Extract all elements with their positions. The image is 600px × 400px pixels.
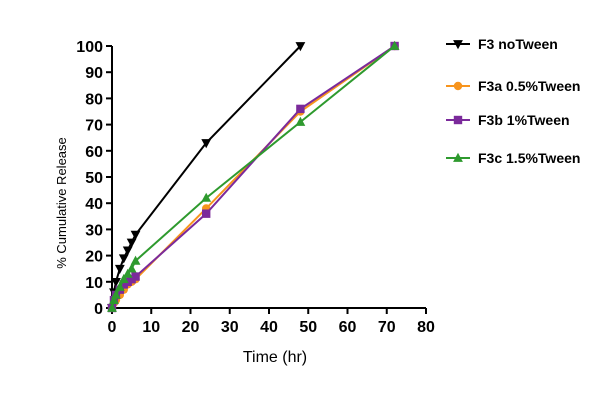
data-point [296, 104, 305, 114]
legend-item: F3b 1%Tween [446, 112, 570, 128]
data-point [122, 268, 133, 278]
x-tick-label: 50 [299, 319, 317, 336]
series-4 [107, 40, 400, 312]
y-tick-label: 90 [85, 65, 103, 82]
y-tick-label: 50 [85, 170, 103, 187]
y-tick-label: 80 [85, 91, 103, 108]
x-tick-label: 80 [417, 319, 435, 336]
series-layer [107, 40, 400, 314]
data-point [126, 238, 137, 248]
legend-marker [453, 81, 463, 91]
data-point [126, 263, 137, 273]
legend-label: F3a 0.5%Tween [478, 78, 580, 94]
legend-marker [453, 40, 463, 50]
legend-label: F3 noTween [478, 36, 558, 52]
x-tick-label: 60 [339, 319, 357, 336]
legend-label: F3c 1.5%Tween [478, 150, 580, 166]
axes: 0 10 20 30 40 50 60 70 80 0 10 20 30 40 50 60 70 80 90 100 [76, 39, 435, 336]
series-line [111, 45, 396, 309]
x-tick-label: 0 [108, 319, 117, 336]
data-point [295, 116, 306, 126]
x-tick-label: 40 [260, 319, 278, 336]
y-tick-label: 0 [94, 301, 103, 318]
x-tick-label: 10 [142, 319, 160, 336]
data-point [202, 209, 211, 218]
legend-item: F3a 0.5%Tween [446, 78, 580, 94]
data-point [107, 302, 117, 312]
x-tick-label: 20 [182, 319, 200, 336]
data-point [122, 246, 133, 256]
legend-label: F3b 1%Tween [478, 112, 570, 128]
series-line [111, 45, 396, 309]
y-tick-label: 60 [85, 144, 103, 161]
series-line [111, 45, 302, 309]
legend: F3 noTween F3a 0.5%Tween F3b 1%Tween F3c 1.… [446, 36, 580, 166]
data-point [295, 42, 306, 52]
y-tick-label: 30 [85, 222, 103, 239]
y-tick-label: 10 [85, 275, 103, 292]
data-point [109, 294, 119, 304]
legend-marker [453, 152, 463, 162]
y-tick-label: 40 [85, 196, 103, 213]
y-tick-label: 70 [85, 118, 103, 135]
legend-item: F3 noTween [446, 36, 558, 52]
legend-item: F3c 1.5%Tween [446, 150, 580, 166]
data-point [118, 254, 129, 264]
data-point [111, 277, 121, 288]
data-point [111, 289, 121, 299]
y-axis-title: % Cumulative Release [54, 137, 69, 269]
x-tick-label: 70 [378, 319, 396, 336]
data-point [130, 230, 141, 240]
series-line [111, 45, 396, 309]
data-point [118, 273, 129, 284]
data-point [201, 139, 212, 149]
legend-marker [453, 115, 463, 125]
data-point [114, 264, 125, 274]
series-2 [107, 41, 399, 313]
data-point [131, 272, 140, 281]
y-tick-label: 100 [76, 39, 103, 56]
y-tick-label: 20 [85, 249, 103, 266]
x-axis-title: Time (hr) [243, 349, 307, 366]
series-3 [107, 41, 399, 313]
data-point [130, 255, 141, 265]
data-point [389, 40, 400, 50]
data-point [114, 281, 125, 291]
x-tick-label: 30 [221, 319, 239, 336]
data-point [201, 192, 212, 202]
